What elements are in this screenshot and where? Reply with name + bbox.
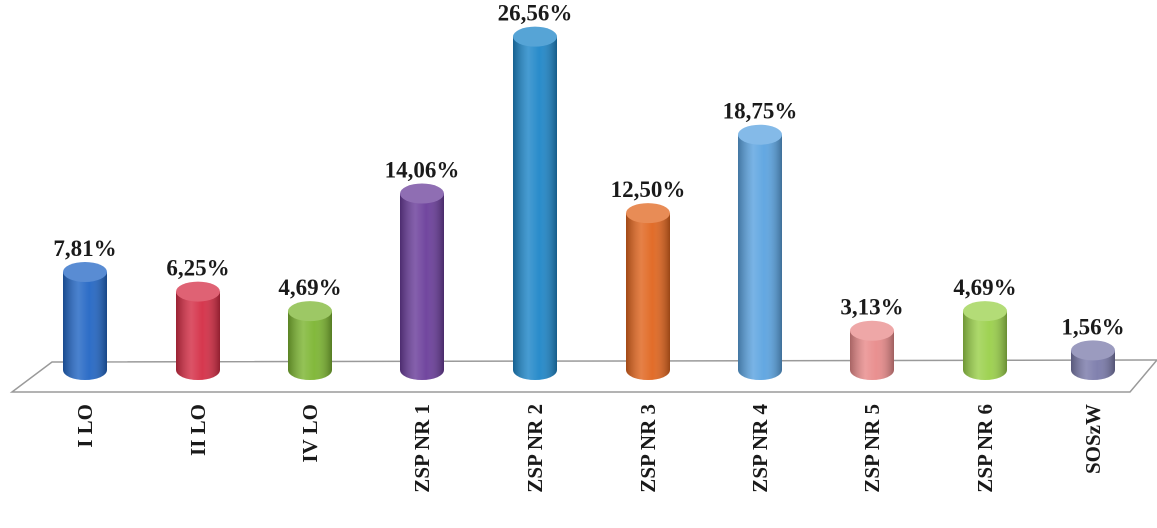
value-labels-group: 7,81% 6,25% 4,69% 14,06% 26,56% 12,50% 18,75% 3… <box>53 1 1124 340</box>
x-tick-label: II LO <box>186 404 210 456</box>
bar <box>63 261 107 380</box>
data-label: 4,69% <box>953 275 1016 300</box>
bar <box>400 183 444 380</box>
x-tick-label: ZSP NR 2 <box>523 404 547 493</box>
bar-shading <box>288 311 332 380</box>
bar <box>963 301 1007 380</box>
bar <box>288 301 332 380</box>
x-tick-label: IV LO <box>298 404 322 463</box>
data-label: 6,25% <box>166 256 229 281</box>
x-tick-label: SOSzW <box>1081 404 1105 474</box>
bars-group <box>63 26 1115 381</box>
bar-top <box>626 203 670 224</box>
bar <box>176 281 220 380</box>
bar-shading <box>63 271 107 380</box>
data-label: 3,13% <box>840 295 903 320</box>
x-tick-label: ZSP NR 5 <box>860 404 884 493</box>
bar-top <box>850 320 894 341</box>
bar-shading <box>850 330 894 380</box>
bar <box>1071 340 1115 380</box>
x-tick-label: I LO <box>73 404 97 448</box>
bar <box>738 124 782 380</box>
bar-shading <box>738 134 782 380</box>
bar-top <box>63 261 107 282</box>
bar-top <box>400 183 444 204</box>
bar <box>850 320 894 380</box>
bar-top <box>176 281 220 302</box>
x-tick-label: ZSP NR 4 <box>748 404 772 493</box>
bar-top <box>963 301 1007 322</box>
bar-shading <box>176 291 220 380</box>
category-ticks-group: I LO II LO IV LO ZSP NR 1 ZSP NR 2 ZSP NR 3 ZS… <box>73 404 1105 493</box>
data-label: 18,75% <box>723 99 798 124</box>
bar-shading <box>513 36 557 381</box>
bar-top <box>513 26 557 47</box>
bar <box>513 26 557 381</box>
data-label: 4,69% <box>278 275 341 300</box>
data-label: 1,56% <box>1061 314 1124 339</box>
bar-top <box>288 301 332 322</box>
data-label: 7,81% <box>53 236 116 261</box>
bar <box>626 203 670 380</box>
x-tick-label: ZSP NR 1 <box>410 404 434 493</box>
bar-top <box>738 124 782 145</box>
bar-shading <box>963 311 1007 380</box>
bar-top <box>1071 340 1115 361</box>
bar-shading <box>400 193 444 380</box>
data-label: 26,56% <box>498 1 573 26</box>
x-tick-label: ZSP NR 6 <box>973 404 997 493</box>
bar-shading <box>626 213 670 380</box>
x-tick-label: ZSP NR 3 <box>636 404 660 493</box>
data-label: 12,50% <box>611 177 686 202</box>
data-label: 14,06% <box>385 158 460 183</box>
